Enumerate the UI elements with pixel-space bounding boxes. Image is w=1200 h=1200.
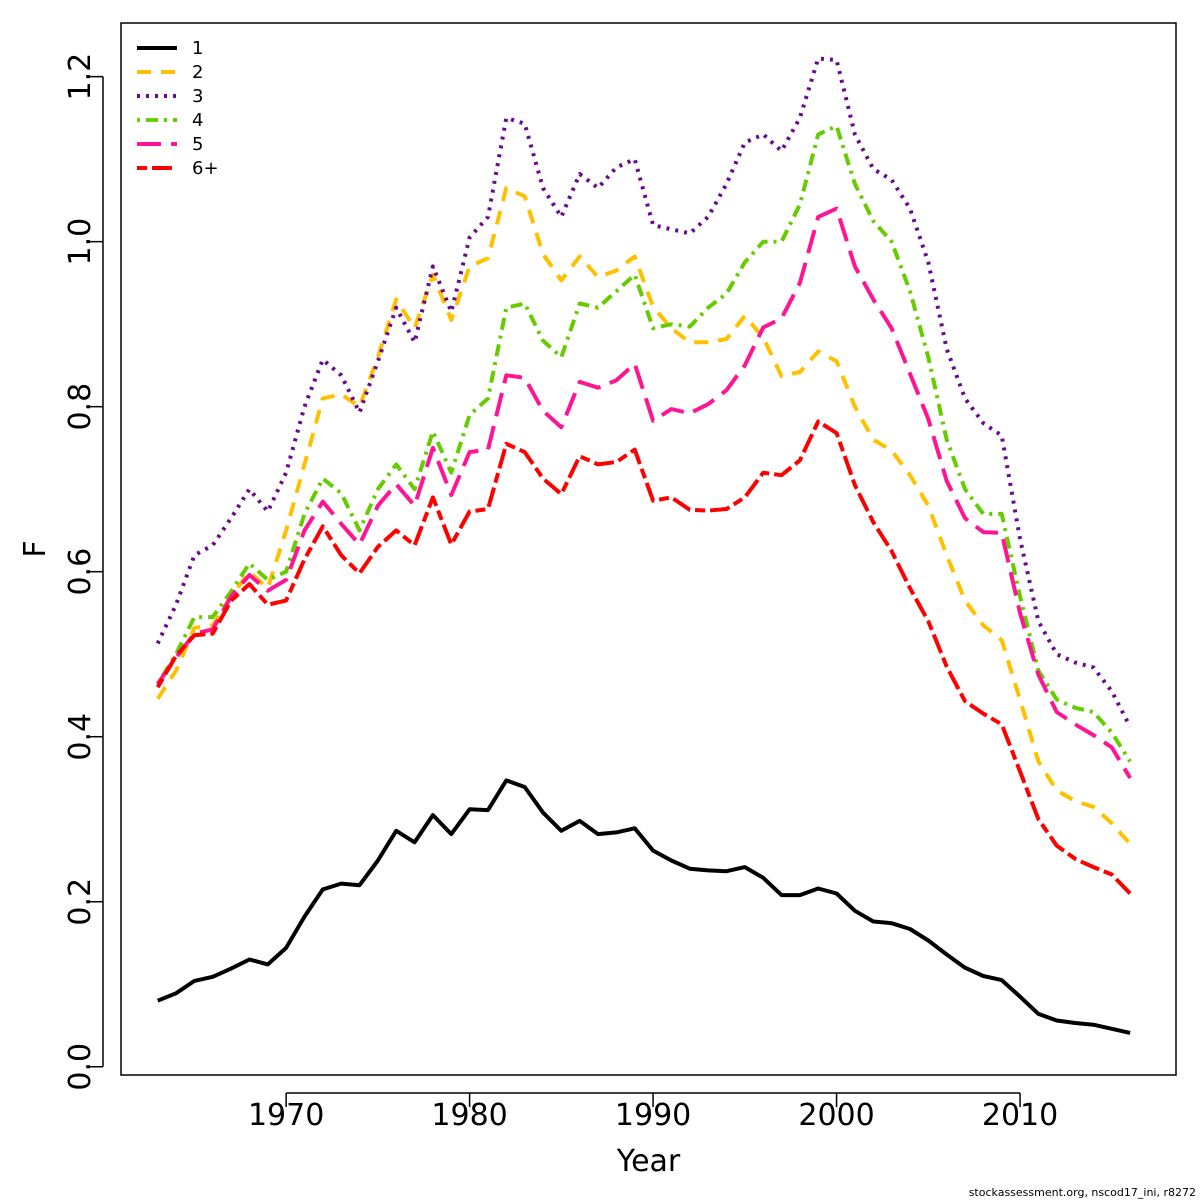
x-axis: 1970 1980 1990 2000 2010 xyxy=(248,1092,1058,1133)
legend-label: 6+ xyxy=(192,158,219,179)
x-tick-label: 1990 xyxy=(615,1098,691,1133)
x-axis-title: Year xyxy=(616,1144,681,1179)
x-tick-label: 1980 xyxy=(431,1098,507,1133)
series-line-6plus xyxy=(155,419,1132,895)
legend-label: 4 xyxy=(192,110,203,131)
x-tick-label: 2010 xyxy=(982,1098,1058,1133)
legend: 1 2 3 4 5 6+ xyxy=(137,38,219,179)
y-tick-label: 0.2 xyxy=(63,878,98,926)
legend-label: 1 xyxy=(192,38,203,59)
series-line-2 xyxy=(156,186,1132,846)
legend-label: 5 xyxy=(192,134,203,155)
y-tick-label: 0.8 xyxy=(63,383,98,431)
y-tick-label: 1.2 xyxy=(63,53,98,101)
y-tick-label: 0.4 xyxy=(63,713,98,761)
series-lines xyxy=(155,56,1132,1035)
footer-credit: stockassessment.org, nscod17_ini, r8272 xyxy=(969,1186,1196,1199)
y-tick-label: 1.0 xyxy=(63,218,98,266)
y-axis: 0.0 0.2 0.4 0.6 0.8 1.0 1.2 xyxy=(63,53,104,1091)
x-tick-label: 2000 xyxy=(798,1098,874,1133)
series-line-5 xyxy=(156,206,1132,780)
y-axis-title: F xyxy=(18,540,53,557)
y-tick-label: 0.6 xyxy=(63,548,98,596)
legend-label: 3 xyxy=(192,86,203,107)
plot-frame xyxy=(120,22,1177,1076)
y-tick-label: 0.0 xyxy=(63,1043,98,1091)
series-line-4 xyxy=(155,124,1132,763)
x-tick-label: 1970 xyxy=(248,1098,324,1133)
legend-label: 2 xyxy=(192,62,203,83)
series-line-1 xyxy=(156,778,1131,1035)
